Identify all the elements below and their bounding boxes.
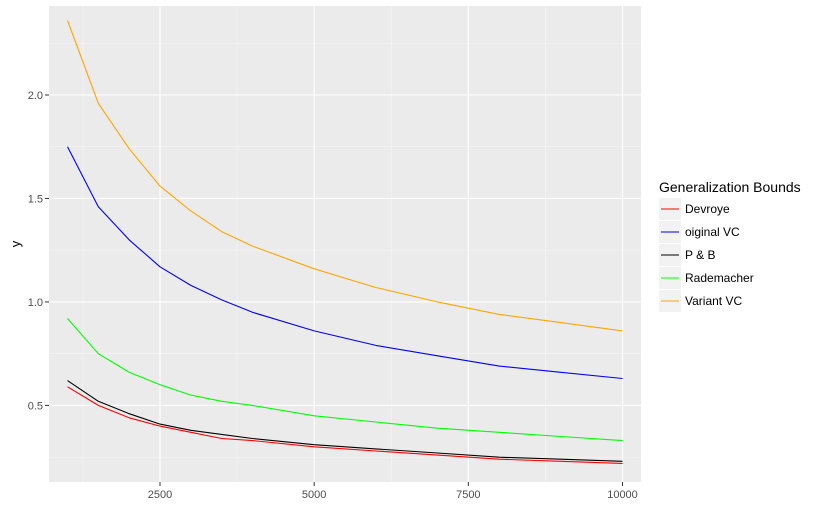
x-tick-label: 2500 [148,489,172,501]
x-tick-label: 10000 [607,489,638,501]
y-axis: 0.5 1.0 1.5 2.0 [28,90,49,412]
y-tick-label: 1.5 [28,193,43,205]
legend-label-rademacher: Rademacher [685,271,754,285]
y-tick-label: 0.5 [28,400,43,412]
series-line-rademacher [67,318,623,442]
y-tick-label: 2.0 [28,90,43,102]
series-line-devroye [67,386,623,464]
legend-title: Generalization Bounds [659,179,801,195]
series-line-oiginal-vc [67,146,623,380]
series-line-p-b [67,380,623,462]
y-axis-title: y [8,240,23,247]
legend-label-variant-vc: Variant VC [685,294,742,308]
minor-grid [49,6,641,482]
legend-label-devroye: Devroye [685,202,730,216]
major-grid [49,6,641,482]
series-line-variant-vc [66,20,623,332]
series-layer [66,20,623,464]
legend-items: Devroye oiginal VC P & B Rademacher Variant … [659,198,754,312]
legend: Generalization Bounds Devroye oiginal VC P… [659,179,801,312]
legend-label-oiginal-vc: oiginal VC [685,225,740,239]
plot-panel [49,6,641,482]
y-tick-label: 1.0 [28,297,43,309]
x-tick-label: 7500 [456,489,480,501]
x-tick-label: 5000 [302,489,326,501]
x-axis: 2500 5000 7500 10000 [148,482,638,501]
legend-label-p-b: P & B [685,248,715,262]
